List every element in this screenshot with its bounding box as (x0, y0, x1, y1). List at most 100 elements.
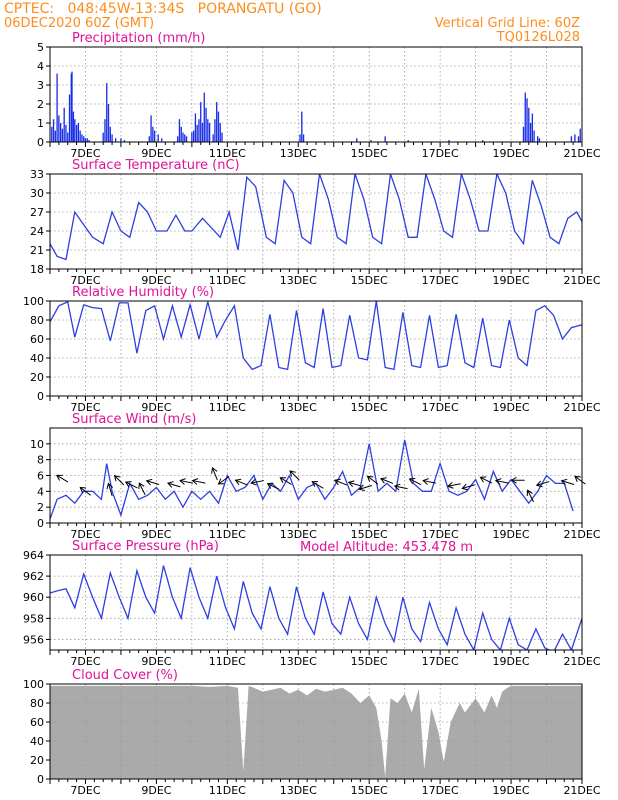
header-grid-line: Vertical Grid Line: 60Z (435, 16, 580, 31)
precip-xtick-label: 11DEC (209, 147, 246, 160)
precip-title: Precipitation (mm/h) (72, 31, 205, 46)
precip-xtick-label: 15DEC (351, 147, 388, 160)
precip-ytick-label: 3 (37, 79, 44, 92)
wind-arrow (358, 484, 373, 492)
precip-bar (448, 140, 450, 142)
temp-ytick-label: 27 (30, 206, 44, 219)
cloud-xtick-label: 19DEC (493, 784, 530, 797)
pressure-ytick-label: 958 (23, 612, 44, 625)
wind-arrow (379, 477, 394, 484)
precip-bar (407, 140, 409, 142)
rh-ytick-label: 80 (30, 314, 44, 327)
cloud-xtick-label: 21DEC (563, 784, 600, 797)
temp-xtick-label: 17DEC (422, 274, 459, 287)
precip-bar (56, 73, 58, 142)
precip-bar (153, 130, 156, 142)
precip-bar (482, 140, 484, 142)
precip-bar (370, 140, 372, 142)
precip-frame (49, 46, 583, 143)
temp-ytick-label: 21 (30, 244, 44, 257)
rh-ytick-label: 20 (30, 371, 44, 384)
pressure-xtick-label: 15DEC (351, 655, 388, 668)
wind-panel: Surface Wind (m/s) 0 2 4 6 8 10 7DEC 9DEC 11DEC 13… (30, 412, 601, 541)
cloud-xtick-label: 11DEC (209, 784, 246, 797)
precip-xtick-label: 21DEC (563, 147, 600, 160)
pressure-panel: Surface Pressure (hPa) 956 958 960 962 964 7DE… (23, 539, 601, 668)
precipitation-panel: Precipitation (mm/h) 0 1 2 3 4 5 7DEC 9DEC 11DEC 1… (37, 31, 601, 160)
pressure-ytick-label: 956 (23, 633, 44, 646)
precip-bar (178, 119, 181, 142)
precip-ytick-label: 2 (37, 98, 44, 111)
precip-xtick-label: 13DEC (280, 147, 317, 160)
precip-bar (58, 115, 60, 142)
wind-arrow (106, 482, 114, 497)
precip-bar (52, 119, 55, 142)
rh-xtick-label: 7DEC (70, 401, 100, 414)
precip-bar (302, 134, 305, 142)
precip-bar (71, 71, 73, 142)
precip-bar (526, 98, 528, 142)
precip-xtick-label: 7DEC (70, 147, 100, 160)
precip-bar (212, 134, 214, 142)
precip-bar (161, 138, 163, 142)
wind-arrow (510, 476, 525, 484)
wind-ytick-label: 0 (37, 517, 44, 530)
wind-xtick-label: 7DEC (70, 528, 100, 541)
precip-bar (299, 134, 301, 142)
cloud-ytick-label: 80 (30, 697, 44, 710)
rh-ytick-label: 40 (30, 352, 44, 365)
precip-bar (207, 119, 209, 142)
pressure-frame (49, 554, 583, 651)
rh-xtick-label: 19DEC (493, 401, 530, 414)
wind-xtick-label: 11DEC (209, 528, 246, 541)
precip-bar (217, 111, 220, 142)
precip-bar (77, 123, 80, 142)
pressure-title: Surface Pressure (hPa) (72, 539, 219, 554)
temp-xtick-label: 9DEC (141, 274, 171, 287)
pressure-xtick-label: 21DEC (563, 655, 600, 668)
pressure-xtick-label: 17DEC (422, 655, 459, 668)
wind-arrow (333, 478, 348, 486)
wind-arrow (113, 474, 125, 486)
wind-xtick-label: 19DEC (493, 528, 530, 541)
pressure-xtick-label: 13DEC (280, 655, 317, 668)
precip-bar (177, 136, 179, 142)
precip-bar (216, 102, 218, 142)
wind-ytick-label: 6 (37, 470, 44, 483)
temp-xtick-label: 19DEC (493, 274, 530, 287)
precip-bar (185, 136, 188, 142)
wind-ytick-label: 10 (30, 438, 44, 451)
precip-bar (194, 113, 197, 142)
precip-bar (104, 119, 106, 142)
precip-bar (203, 92, 205, 142)
pressure-ytick-label: 962 (23, 570, 44, 583)
temp-xtick-label: 11DEC (209, 274, 246, 287)
precip-bar (107, 104, 110, 142)
humidity-panel: Relative Humidity (%) 0 20 40 60 80 100 7DEC 9DE… (23, 285, 601, 414)
wind-arrow (535, 480, 550, 488)
cloud-xtick-label: 15DEC (351, 784, 388, 797)
rh-line (50, 301, 582, 371)
precip-bar (356, 138, 358, 142)
pressure-ytick-label: 964 (23, 549, 44, 562)
wind-arrow (279, 477, 292, 485)
wind-arrow (217, 476, 230, 485)
wind-arrow (166, 481, 181, 488)
model-altitude: Model Altitude: 453.478 m (300, 540, 473, 555)
rh-xtick-label: 17DEC (422, 401, 459, 414)
precip-bar (106, 83, 108, 142)
wind-arrow (124, 481, 138, 489)
precip-bar (67, 132, 69, 142)
temp-ytick-label: 24 (30, 225, 44, 238)
rh-xtick-label: 13DEC (280, 401, 317, 414)
precip-bar (102, 132, 104, 142)
cloud-xtick-label: 9DEC (141, 784, 171, 797)
wind-frame (49, 427, 583, 524)
cloud-ytick-label: 100 (23, 678, 44, 691)
rh-xtick-label: 15DEC (351, 401, 388, 414)
precip-bar (81, 134, 83, 142)
cloud-ytick-label: 60 (30, 716, 44, 729)
wind-arrow (366, 475, 379, 485)
rh-ytick-label: 0 (37, 390, 44, 403)
